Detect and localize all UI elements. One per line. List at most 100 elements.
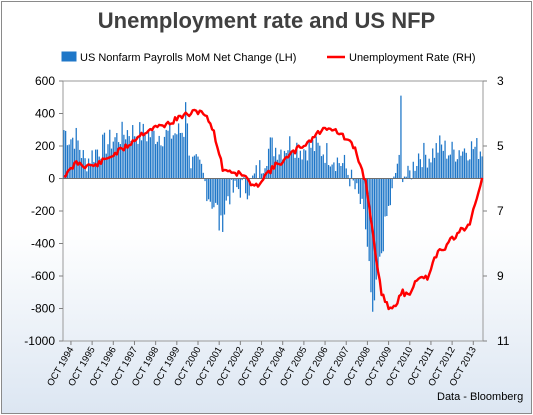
- nfp-bar: [109, 129, 111, 179]
- nfp-bar: [283, 150, 286, 179]
- nfp-bar: [327, 165, 330, 179]
- nfp-bar: [276, 159, 279, 179]
- nfp-bar: [220, 178, 222, 216]
- nfp-bar: [170, 138, 173, 179]
- nfp-bar: [246, 178, 249, 200]
- nfp-bar: [197, 156, 199, 179]
- nfp-bar: [144, 134, 146, 179]
- nfp-bar: [407, 165, 409, 179]
- nfp-bar: [432, 148, 434, 179]
- nfp-bar: [333, 162, 335, 179]
- nfp-bar: [93, 161, 95, 179]
- nfp-bar: [202, 172, 204, 179]
- nfp-bar: [167, 130, 169, 179]
- y-left-tick-label: -600: [31, 269, 55, 283]
- nfp-bar: [125, 139, 127, 179]
- nfp-bar: [347, 174, 349, 179]
- nfp-bar: [215, 178, 217, 203]
- nfp-bar: [117, 142, 120, 179]
- nfp-bar: [449, 154, 451, 179]
- nfp-bar: [133, 136, 136, 179]
- y-axis-left: 600 400 200 0 -200 -400 -600 -800 -1000: [24, 74, 63, 348]
- nfp-bar: [269, 137, 271, 179]
- nfp-bar: [414, 170, 416, 179]
- nfp-bar: [139, 122, 141, 179]
- nfp-bar: [343, 154, 346, 179]
- nfp-bar: [456, 159, 459, 179]
- legend-bar-label: US Nonfarm Payrolls MoM Net Change (LH): [80, 52, 296, 64]
- nfp-bar: [460, 155, 462, 179]
- nfp-bar: [379, 178, 381, 257]
- nfp-bar: [312, 139, 314, 179]
- nfp-bar: [425, 154, 427, 179]
- nfp-bar: [165, 129, 167, 179]
- nfp-bar: [126, 130, 129, 179]
- nfp-bar: [116, 133, 118, 179]
- nfp-bar: [405, 176, 407, 179]
- nfp-bar: [223, 178, 226, 215]
- nfp-bar: [297, 157, 300, 179]
- nfp-bar: [423, 142, 425, 179]
- nfp-bar: [262, 173, 264, 179]
- nfp-bar: [340, 165, 342, 179]
- nfp-bar: [162, 146, 164, 179]
- nfp-bar: [305, 150, 307, 179]
- nfp-bar: [465, 152, 467, 179]
- nfp-bar: [82, 150, 84, 179]
- nfp-bar: [368, 178, 370, 262]
- nfp-bar: [102, 134, 104, 179]
- nfp-bar: [474, 146, 476, 179]
- y-left-tick-label: -400: [31, 237, 55, 251]
- nfp-bar: [153, 130, 155, 179]
- nfp-bar: [72, 137, 74, 179]
- nfp-bar: [350, 169, 353, 179]
- nfp-bar: [169, 122, 171, 179]
- nfp-bar: [119, 144, 121, 179]
- nfp-bar: [402, 178, 404, 183]
- legend-bar-swatch: [61, 51, 77, 62]
- nfp-bar: [232, 178, 234, 193]
- y-axis-right: 3 5 7 9 11: [483, 74, 510, 348]
- nfp-bar: [326, 143, 328, 179]
- nfp-bar: [357, 178, 360, 194]
- nfp-bar: [430, 162, 432, 179]
- nfp-bar: [248, 178, 250, 196]
- nfp-bar: [416, 165, 418, 179]
- nfp-bar: [395, 172, 397, 179]
- y-right-tick-label: 5: [497, 139, 504, 153]
- nfp-bar: [433, 157, 436, 179]
- nfp-bar: [387, 178, 390, 206]
- nfp-bar: [329, 166, 331, 179]
- nfp-bar: [463, 148, 466, 179]
- gridlines: [62, 80, 484, 342]
- nfp-bar: [110, 148, 113, 179]
- nfp-bar: [241, 178, 243, 181]
- nfp-bar: [156, 141, 159, 179]
- nfp-bar: [236, 178, 238, 188]
- nfp-bar: [163, 136, 166, 179]
- nfp-bar: [230, 178, 233, 180]
- nfp-bar: [356, 178, 358, 184]
- nfp-bar: [481, 156, 483, 179]
- nfp-bar: [439, 135, 441, 179]
- nfp-bar: [303, 149, 305, 179]
- nfp-bar: [98, 156, 100, 179]
- nfp-bar: [260, 173, 263, 179]
- nfp-bar: [382, 178, 384, 252]
- nfp-bar: [132, 125, 134, 179]
- nfp-bar: [225, 178, 227, 201]
- nfp-bar: [77, 140, 79, 179]
- nfp-bar: [451, 141, 453, 179]
- nfp-bar: [419, 159, 421, 179]
- nfp-bar: [477, 159, 480, 179]
- y-left-tick-label: 0: [48, 172, 55, 186]
- nfp-bar: [179, 133, 181, 179]
- nfp-bar: [440, 144, 443, 179]
- nfp-bar: [207, 178, 210, 200]
- nfp-bar: [245, 178, 247, 194]
- legend-line-label: Unemployment Rate (RH): [349, 52, 476, 64]
- nfp-bar: [66, 145, 69, 179]
- nfp-bar: [331, 164, 333, 179]
